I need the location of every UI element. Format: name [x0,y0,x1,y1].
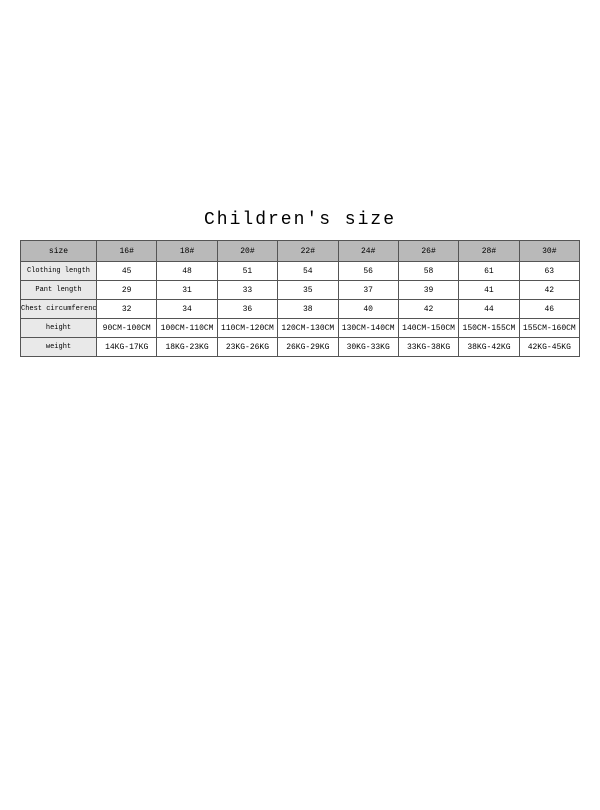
col-header: 16# [97,241,157,262]
col-header: 28# [459,241,519,262]
table-cell: 120CM-130CM [278,319,338,338]
table-cell: 39 [398,281,458,300]
col-header: 20# [217,241,277,262]
row-header: Chest circumference 1/2 [21,300,97,319]
table-row: Pant length2931333537394142 [21,281,580,300]
row-header: Pant length [21,281,97,300]
table-row: weight14KG-17KG18KG-23KG23KG-26KG26KG-29… [21,338,580,357]
col-header: 24# [338,241,398,262]
table-cell: 51 [217,262,277,281]
page-title: Children's size [0,210,600,230]
table-cell: 34 [157,300,217,319]
table-cell: 18KG-23KG [157,338,217,357]
table-cell: 33 [217,281,277,300]
table-cell: 90CM-100CM [97,319,157,338]
table-cell: 30KG-33KG [338,338,398,357]
table-cell: 58 [398,262,458,281]
table-cell: 29 [97,281,157,300]
table-cell: 130CM-140CM [338,319,398,338]
row-header: weight [21,338,97,357]
table-row: Chest circumference 1/23234363840424446 [21,300,580,319]
table-cell: 45 [97,262,157,281]
table-cell: 155CM-160CM [519,319,579,338]
col-header: size [21,241,97,262]
table-cell: 35 [278,281,338,300]
table-cell: 42KG-45KG [519,338,579,357]
col-header: 22# [278,241,338,262]
size-table: size 16# 18# 20# 22# 24# 26# 28# 30# Clo… [20,240,580,357]
table-header-row: size 16# 18# 20# 22# 24# 26# 28# 30# [21,241,580,262]
table-cell: 56 [338,262,398,281]
table-cell: 23KG-26KG [217,338,277,357]
table-cell: 61 [459,262,519,281]
table-cell: 63 [519,262,579,281]
table-cell: 41 [459,281,519,300]
table-cell: 110CM-120CM [217,319,277,338]
table-cell: 31 [157,281,217,300]
table-cell: 46 [519,300,579,319]
table-row: Clothing length4548515456586163 [21,262,580,281]
table-cell: 48 [157,262,217,281]
table-cell: 42 [519,281,579,300]
table-cell: 14KG-17KG [97,338,157,357]
table-cell: 100CM-110CM [157,319,217,338]
table-cell: 33KG-38KG [398,338,458,357]
table-cell: 54 [278,262,338,281]
table-cell: 38 [278,300,338,319]
table-cell: 32 [97,300,157,319]
table-cell: 37 [338,281,398,300]
table-row: height90CM-100CM100CM-110CM110CM-120CM12… [21,319,580,338]
table-cell: 150CM-155CM [459,319,519,338]
table-cell: 38KG-42KG [459,338,519,357]
table-cell: 44 [459,300,519,319]
row-header: Clothing length [21,262,97,281]
table-cell: 40 [338,300,398,319]
col-header: 30# [519,241,579,262]
table-cell: 140CM-150CM [398,319,458,338]
table-cell: 26KG-29KG [278,338,338,357]
col-header: 26# [398,241,458,262]
table-cell: 42 [398,300,458,319]
table-cell: 36 [217,300,277,319]
col-header: 18# [157,241,217,262]
row-header: height [21,319,97,338]
